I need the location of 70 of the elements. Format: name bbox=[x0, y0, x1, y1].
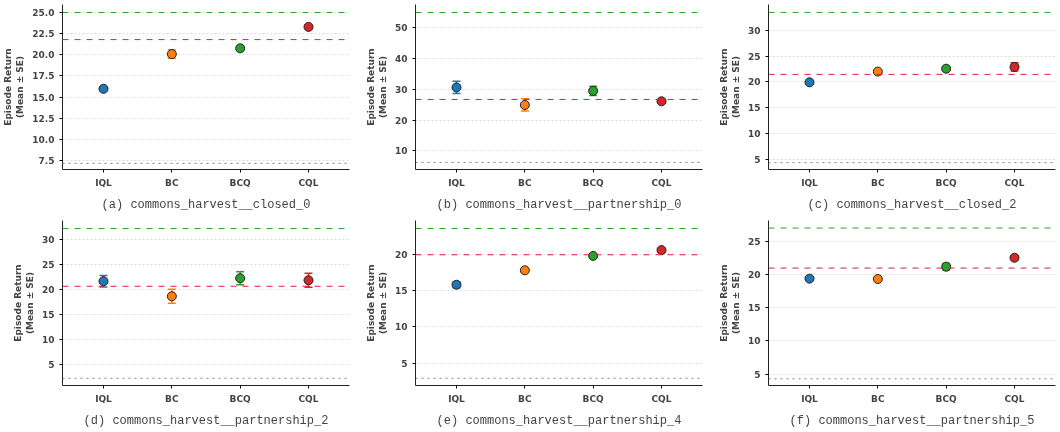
y-tick-label: 20 bbox=[41, 284, 55, 295]
y-tick-label: 30 bbox=[394, 84, 408, 95]
x-tick-label: BCQ bbox=[935, 393, 958, 404]
y-tick-label: 10 bbox=[394, 146, 408, 157]
y-tick-label: 12.5 bbox=[32, 113, 55, 124]
y-tick-label: 22.5 bbox=[32, 29, 55, 40]
x-tick-label: BC bbox=[518, 393, 532, 404]
y-axis-title: Episode Return (Mean ± SE) bbox=[718, 48, 741, 126]
text: (c) commons_harvest__closed_2 bbox=[807, 197, 1017, 212]
y-axis-title: Episode Return (Mean ± SE) bbox=[718, 264, 741, 342]
y-tick-label: 30 bbox=[41, 234, 55, 245]
y-tick-label: 20 bbox=[394, 249, 408, 260]
y-tick-label: 7.5 bbox=[38, 155, 55, 166]
y-tick-label: 15 bbox=[747, 303, 761, 314]
y-tick-label: 10 bbox=[41, 334, 55, 345]
y-tick-label: 20 bbox=[394, 115, 408, 126]
y-axis-title: Episode Return (Mean ± SE) bbox=[3, 48, 26, 126]
y-tick-label: 25.0 bbox=[32, 7, 55, 18]
x-tick-label: BCQ bbox=[229, 393, 252, 404]
y-tick-label: 25 bbox=[747, 51, 761, 62]
y-tick-label: 17.5 bbox=[32, 71, 55, 82]
x-tick-label: IQL bbox=[801, 177, 819, 188]
x-tick-label: BCQ bbox=[229, 177, 252, 188]
x-tick-label: CQL bbox=[651, 393, 672, 404]
y-tick-label: 5 bbox=[754, 154, 761, 165]
y-tick-label: 25 bbox=[41, 259, 55, 270]
x-tick-label: BCQ bbox=[582, 393, 605, 404]
y-tick-label: 10.0 bbox=[32, 134, 55, 145]
x-tick-label: IQL bbox=[448, 177, 466, 188]
y-tick-label: 10 bbox=[394, 322, 408, 333]
x-tick-label: IQL bbox=[801, 393, 819, 404]
x-tick-label: CQL bbox=[651, 177, 672, 188]
x-tick-label: CQL bbox=[1004, 177, 1025, 188]
y-tick-label: 40 bbox=[394, 54, 408, 65]
x-tick-label: IQL bbox=[95, 393, 113, 404]
x-tick-label: IQL bbox=[95, 177, 113, 188]
x-tick-label: CQL bbox=[298, 393, 319, 404]
x-tick-label: BCQ bbox=[935, 177, 958, 188]
y-axis-title: Episode Return (Mean ± SE) bbox=[365, 264, 388, 342]
y-tick-label: 15 bbox=[41, 309, 55, 320]
y-axis-title: Episode Return (Mean ± SE) bbox=[365, 48, 388, 126]
y-tick-label: 30 bbox=[747, 25, 761, 36]
x-tick-label: BC bbox=[871, 177, 885, 188]
x-tick-label: BC bbox=[871, 393, 885, 404]
y-tick-label: 20 bbox=[747, 77, 761, 88]
y-tick-label: 5 bbox=[754, 369, 761, 380]
y-tick-label: 5 bbox=[401, 358, 408, 369]
x-tick-label: IQL bbox=[448, 393, 466, 404]
x-tick-label: BC bbox=[165, 393, 179, 404]
x-tick-label: CQL bbox=[298, 177, 319, 188]
x-tick-label: BC bbox=[165, 177, 179, 188]
x-tick-label: BC bbox=[518, 177, 532, 188]
y-tick-label: 5 bbox=[48, 360, 55, 371]
y-tick-label: 20.0 bbox=[32, 50, 55, 61]
text: (d) commons_harvest__partnership_2 bbox=[83, 413, 329, 428]
x-tick-label: BCQ bbox=[582, 177, 605, 188]
y-tick-label: 20 bbox=[747, 269, 761, 280]
y-tick-label: 10 bbox=[747, 128, 761, 139]
y-tick-label: 10 bbox=[747, 336, 761, 347]
text: (e) commons_harvest__partnership_4 bbox=[436, 413, 682, 428]
text: (a) commons_harvest__closed_0 bbox=[101, 197, 311, 212]
x-tick-label: CQL bbox=[1004, 393, 1025, 404]
y-axis-title: Episode Return (Mean ± SE) bbox=[12, 264, 35, 342]
text: (f) commons_harvest__partnership_5 bbox=[789, 413, 1035, 428]
y-tick-label: 50 bbox=[394, 23, 408, 34]
y-tick-label: 15 bbox=[394, 286, 408, 297]
y-tick-label: 15 bbox=[747, 103, 761, 114]
y-tick-label: 15.0 bbox=[32, 92, 55, 103]
y-tick-label: 25 bbox=[747, 236, 761, 247]
text: (b) commons_harvest__partnership_0 bbox=[436, 197, 682, 212]
